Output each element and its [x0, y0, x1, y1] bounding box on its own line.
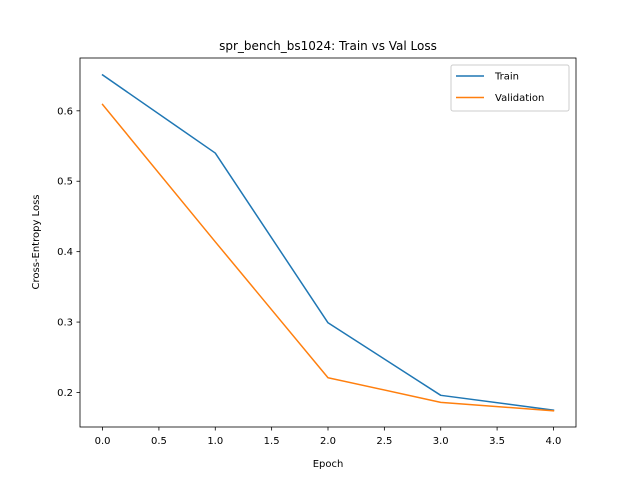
x-tick-label: 3.5	[489, 436, 505, 447]
legend-label-train: Train	[494, 72, 519, 83]
x-tick-label: 0.0	[95, 436, 111, 447]
y-tick-label: 0.6	[57, 106, 73, 117]
y-axis-ticks: 0.2 0.3 0.4 0.5 0.6	[57, 106, 80, 399]
chart-title: spr_bench_bs1024: Train vs Val Loss	[219, 39, 437, 53]
plot-area	[80, 58, 576, 427]
y-tick-label: 0.2	[57, 388, 73, 399]
x-axis-ticks: 0.0 0.5 1.0 1.5 2.0 2.5 3.0 3.5 4.0	[95, 427, 562, 447]
y-tick-label: 0.3	[57, 318, 73, 329]
x-tick-label: 1.0	[207, 436, 223, 447]
y-tick-label: 0.4	[57, 247, 73, 258]
x-axis-label: Epoch	[313, 459, 344, 470]
y-tick-label: 0.5	[57, 177, 73, 188]
series-layer	[101, 73, 555, 412]
axes-background	[80, 58, 576, 427]
series-line-validation	[101, 103, 555, 412]
legend-label-validation: Validation	[495, 93, 544, 104]
x-tick-label: 0.5	[151, 436, 167, 447]
x-tick-label: 2.0	[320, 436, 336, 447]
series-line-train	[101, 73, 555, 411]
x-tick-label: 1.5	[264, 436, 280, 447]
x-tick-label: 2.5	[376, 436, 392, 447]
legend: Train Validation	[450, 64, 570, 112]
x-tick-label: 3.0	[433, 436, 449, 447]
x-tick-label: 4.0	[546, 436, 562, 447]
y-axis-label: Cross-Entropy Loss	[31, 195, 42, 290]
